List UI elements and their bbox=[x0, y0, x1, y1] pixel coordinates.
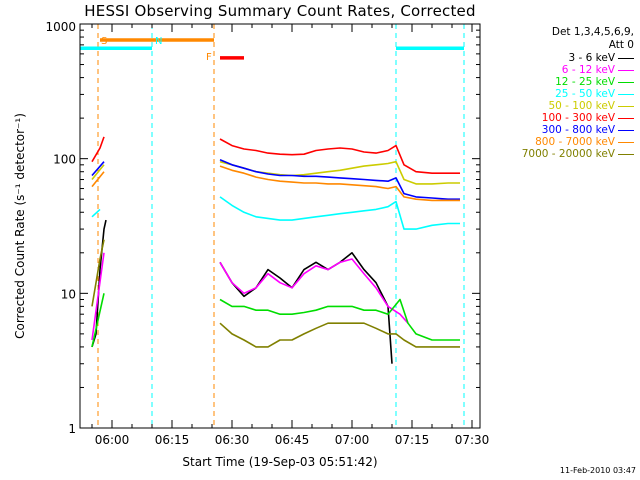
x-tick-label: 07:15 bbox=[395, 433, 430, 447]
legend-header-line-1: Det 1,3,4,5,6,9, bbox=[551, 26, 634, 38]
legend-entry: 12 - 25 keV bbox=[484, 76, 634, 88]
series-line-7-0 bbox=[91, 171, 105, 188]
y-tick-label: 10 bbox=[61, 287, 76, 301]
legend-label: 800 - 7000 keV bbox=[535, 136, 615, 148]
legend-label: 7000 - 20000 keV bbox=[521, 148, 615, 160]
legend-entry: 7000 - 20000 keV bbox=[484, 148, 634, 160]
legend-entry: 25 - 50 keV bbox=[484, 88, 634, 100]
y-tick-label: 1 bbox=[68, 422, 76, 436]
legend-swatch bbox=[618, 153, 634, 155]
y-tick-label: 100 bbox=[53, 153, 76, 167]
series-line-5-0 bbox=[91, 136, 105, 163]
plot-frame bbox=[79, 23, 481, 429]
legend-label: 3 - 6 keV bbox=[568, 52, 615, 64]
series-line-6-1 bbox=[219, 159, 460, 200]
x-tick-label: 06:15 bbox=[155, 433, 190, 447]
series-line-3-0 bbox=[91, 208, 101, 218]
series-line-4-0 bbox=[91, 164, 105, 181]
legend-swatch bbox=[618, 129, 634, 131]
series-line-7-1 bbox=[219, 165, 460, 202]
legend-entry: 6 - 12 keV bbox=[484, 64, 634, 76]
legend-swatch bbox=[618, 57, 634, 59]
legend-label: 12 - 25 keV bbox=[555, 76, 615, 88]
series-line-3-1 bbox=[219, 196, 460, 230]
x-axis-label: Start Time (19-Sep-03 05:51:42) bbox=[182, 455, 378, 469]
marker-label-f: F bbox=[206, 52, 212, 63]
x-tick-label: 06:00 bbox=[95, 433, 130, 447]
legend-entry: 50 - 100 keV bbox=[484, 100, 634, 112]
legend-swatch bbox=[618, 69, 634, 71]
marker-label-n: N bbox=[155, 36, 162, 47]
legend-entry: 300 - 800 keV bbox=[484, 124, 634, 136]
series-line-8-1 bbox=[219, 322, 460, 348]
footer-date: 11-Feb-2010 03:47 bbox=[559, 466, 636, 475]
legend-label: 300 - 800 keV bbox=[541, 124, 615, 136]
legend-entries: 3 - 6 keV 6 - 12 keV 12 - 25 keV 25 - 50 ke… bbox=[484, 52, 634, 160]
legend-entry: 100 - 300 keV bbox=[484, 112, 634, 124]
marker-label-s: S bbox=[101, 36, 107, 47]
chart-title: HESSI Observing Summary Count Rates, Cor… bbox=[84, 2, 476, 20]
series-line-0-1 bbox=[219, 252, 393, 364]
legend-label: 50 - 100 keV bbox=[548, 100, 615, 112]
x-tick-label: 07:30 bbox=[455, 433, 490, 447]
x-tick-label: 06:30 bbox=[215, 433, 250, 447]
x-tick-label: 06:45 bbox=[275, 433, 310, 447]
legend-entry: 3 - 6 keV bbox=[484, 52, 634, 64]
axis-layer: 1 10 100 1000 06:00 06:15 06:30 06:45 07:00 07:15… bbox=[45, 20, 489, 447]
series-line-8-0 bbox=[91, 239, 105, 307]
legend-entry: 800 - 7000 keV bbox=[484, 136, 634, 148]
background-layer: S N F bbox=[80, 24, 465, 428]
series-line-1-1 bbox=[219, 258, 409, 324]
series-line-5-1 bbox=[219, 138, 460, 174]
series-line-2-0 bbox=[91, 293, 105, 348]
series-line-2-1 bbox=[219, 298, 460, 341]
series-line-6-0 bbox=[91, 161, 105, 177]
legend-swatch bbox=[618, 141, 634, 143]
legend-label: 6 - 12 keV bbox=[561, 64, 615, 76]
legend-swatch bbox=[618, 105, 634, 107]
legend-label: 100 - 300 keV bbox=[541, 112, 615, 124]
legend-swatch bbox=[618, 117, 634, 119]
data-layer bbox=[91, 136, 460, 364]
legend-swatch bbox=[618, 93, 634, 95]
y-tick-label: 1000 bbox=[45, 20, 76, 34]
x-tick-label: 07:00 bbox=[335, 433, 370, 447]
legend: Det 1,3,4,5,6,9, Att 0 3 - 6 keV 6 - 12 k… bbox=[484, 26, 634, 160]
legend-header-line-2: Att 0 bbox=[608, 39, 634, 51]
series-line-1-0 bbox=[91, 252, 105, 341]
legend-label: 25 - 50 keV bbox=[555, 88, 615, 100]
legend-swatch bbox=[618, 81, 634, 83]
